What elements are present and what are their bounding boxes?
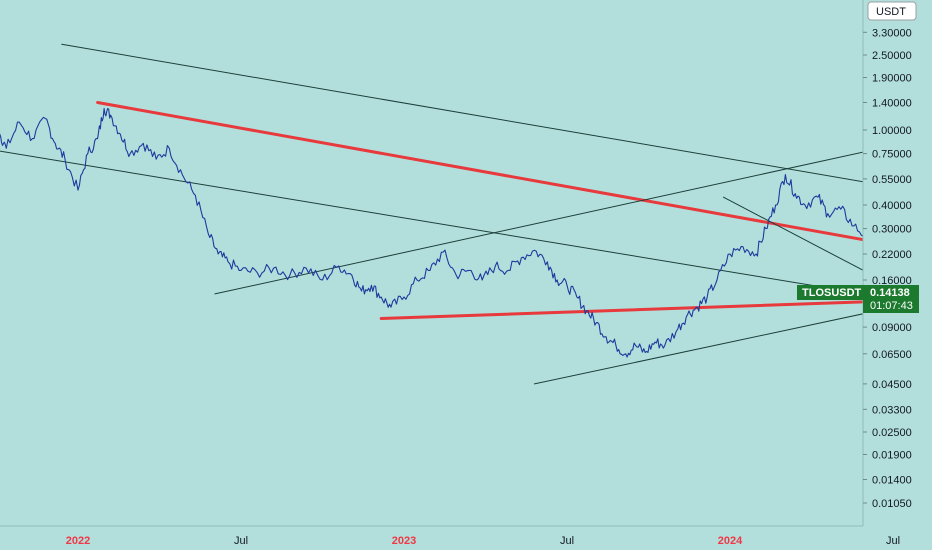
- price-tick-label: 0.02500: [872, 427, 912, 439]
- red-trendline-1[interactable]: [96, 101, 932, 331]
- time-tick-year: 2023: [392, 535, 416, 547]
- price-line: [0, 107, 863, 358]
- price-tick-label: 1.40000: [872, 98, 912, 110]
- time-tick-month: Jul: [886, 535, 900, 547]
- red-trendline-2[interactable]: [379, 280, 932, 320]
- symbol-label-bg: [797, 285, 863, 300]
- price-axis-panel[interactable]: [863, 0, 932, 550]
- price-tick-label: 0.06500: [872, 349, 912, 361]
- time-tick-year: 2024: [718, 535, 743, 547]
- time-tick-month: Jul: [560, 535, 574, 547]
- price-tick-label: 0.01900: [872, 450, 912, 462]
- price-tick-label: 0.01400: [872, 475, 912, 487]
- channel-line-5[interactable]: [214, 86, 932, 295]
- price-tick-label: 0.40000: [872, 200, 912, 212]
- trendlines[interactable]: [0, 43, 932, 385]
- price-tick-label: 0.30000: [872, 224, 912, 236]
- price-tick-label: 1.90000: [872, 73, 912, 85]
- channel-line-6[interactable]: [533, 237, 932, 385]
- bar-countdown-label: 01:07:43: [870, 300, 913, 312]
- channel-line-4[interactable]: [0, 125, 932, 384]
- price-tick-label: 2.50000: [872, 50, 912, 62]
- price-series: [0, 107, 863, 358]
- price-tick-label: 0.03300: [872, 404, 912, 416]
- price-tick-label: 0.16000: [872, 275, 912, 287]
- currency-label: USDT: [876, 6, 906, 18]
- time-tick-year: 2022: [66, 535, 90, 547]
- symbol-label: TLOSUSDT: [802, 287, 862, 299]
- channel-line-3[interactable]: [61, 43, 932, 286]
- price-tick-label: 3.30000: [872, 27, 912, 39]
- price-tick-label: 1.00000: [872, 125, 912, 137]
- time-axis-ticks: 2022Jul2023Jul2024Jul2025Jul2026: [66, 535, 900, 547]
- plot-background: [0, 0, 863, 550]
- price-tick-label: 0.01050: [872, 498, 912, 510]
- price-tick-label: 0.09000: [872, 322, 912, 334]
- last-price-label-bg: [863, 285, 919, 313]
- price-tick-label: 0.55000: [872, 174, 912, 186]
- channel-line-7[interactable]: [723, 196, 932, 357]
- price-tick-label: 0.75000: [872, 149, 912, 161]
- currency-button[interactable]: USDT: [867, 1, 917, 21]
- price-tick-label: 0.04500: [872, 379, 912, 391]
- symbol-price-badge: TLOSUSDT 0.14138 01:07:43: [797, 285, 919, 313]
- price-tick-label: 0.22000: [872, 249, 912, 261]
- last-price-label: 0.14138: [870, 287, 910, 299]
- time-tick-month: Jul: [234, 535, 248, 547]
